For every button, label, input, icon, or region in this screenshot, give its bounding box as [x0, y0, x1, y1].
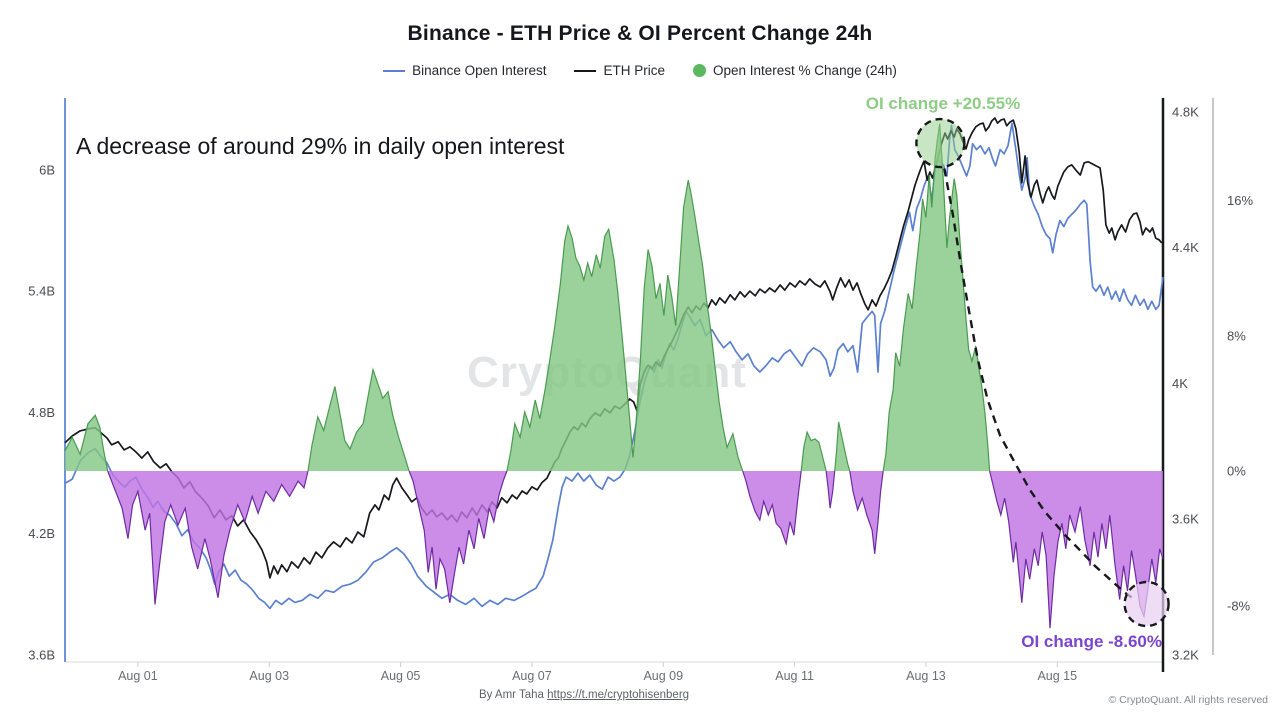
positive-spike-highlight-circle	[915, 117, 966, 169]
x-tick-label: Aug 07	[512, 669, 552, 683]
copyright-text: © CryptoQuant. All rights reserved	[1108, 694, 1268, 706]
oi-pct-negative-area	[409, 471, 507, 603]
oi-pct-negative-area	[742, 471, 802, 544]
x-tick-label: Aug 11	[775, 669, 814, 683]
pct-axis-tick-label: 16%	[1227, 193, 1253, 208]
left-axis-tick-label: 4.2B	[28, 526, 55, 541]
pct-axis-tick-label: -8%	[1227, 599, 1251, 614]
left-axis-tick-label: 6B	[39, 162, 55, 177]
oi-pct-line	[800, 430, 827, 472]
oi-pct-line	[989, 470, 1164, 629]
oi-change-positive-callout: OI change +20.55%	[865, 94, 1021, 113]
price-axis-tick-label: 3.2K	[1172, 647, 1199, 662]
oi-pct-dot-swatch-icon	[693, 64, 706, 77]
x-tick-label: Aug 03	[249, 669, 289, 683]
legend-label: ETH Price	[603, 63, 665, 78]
x-tick-label: Aug 09	[643, 669, 683, 683]
oi-drop-trend-dashed-curve	[943, 168, 1136, 601]
eth-price-line-swatch-icon	[574, 69, 597, 72]
byline: By Amr Taha https://t.me/cryptohisenberg	[479, 689, 689, 701]
oi-pct-line	[307, 367, 410, 472]
oi-pct-line	[742, 470, 802, 547]
x-tick-label: Aug 01	[118, 669, 158, 683]
legend-label: Binance Open Interest	[412, 63, 547, 78]
left-axis-tick-label: 5.4B	[28, 284, 55, 299]
binance-open-interest-line	[64, 122, 1164, 610]
oi-pct-line	[64, 414, 109, 472]
oi-pct-positive-area	[801, 432, 827, 471]
pct-axis-tick-label: 8%	[1227, 328, 1246, 343]
x-tick-label: Aug 05	[381, 669, 421, 683]
price-axis-tick-label: 4K	[1172, 376, 1188, 391]
oi-pct-negative-area	[107, 471, 308, 605]
price-axis-tick-label: 4.4K	[1172, 240, 1199, 255]
left-axis-tick-label: 4.8B	[28, 405, 55, 420]
legend-item-eth-price[interactable]: ETH Price	[574, 63, 665, 78]
oi-pct-line	[834, 421, 851, 472]
legend-item-open-interest[interactable]: Binance Open Interest	[383, 63, 546, 78]
x-tick-label: Aug 15	[1037, 669, 1077, 683]
left-axis-tick-label: 3.6B	[28, 647, 55, 662]
pct-axis-tick-label: 0%	[1227, 464, 1246, 479]
price-axis-tick-label: 3.6K	[1172, 512, 1199, 527]
negative-spike-highlight-circle	[1123, 580, 1170, 628]
oi-pct-positive-area	[883, 123, 990, 471]
oi-pct-line	[107, 470, 309, 605]
x-tick-label: Aug 13	[906, 669, 946, 683]
price-axis-tick-label: 4.8K	[1172, 104, 1199, 119]
open-interest-line-swatch-icon	[383, 69, 406, 72]
oi-pct-negative-area	[826, 471, 835, 509]
page-title: Binance - ETH Price & OI Percent Change …	[407, 22, 873, 45]
byline-prefix: By Amr Taha	[478, 689, 548, 701]
analyst-annotation: A decrease of around 29% in daily open i…	[76, 133, 565, 159]
legend: Binance Open Interest ETH Price Open Int…	[0, 63, 1280, 78]
oi-pct-positive-area	[65, 415, 108, 471]
telegram-link[interactable]: https://t.me/cryptohisenberg	[547, 689, 690, 701]
legend-item-oi-pct-change[interactable]: Open Interest % Change (24h)	[693, 63, 897, 78]
oi-pct-line	[506, 180, 744, 472]
oi-pct-positive-area	[507, 180, 743, 472]
oi-change-negative-callout: OI change -8.60%	[1021, 632, 1162, 651]
oi-pct-line	[825, 470, 836, 509]
legend-label: Open Interest % Change (24h)	[713, 63, 897, 78]
oi-pct-line	[849, 470, 884, 554]
oi-pct-line	[408, 470, 508, 603]
